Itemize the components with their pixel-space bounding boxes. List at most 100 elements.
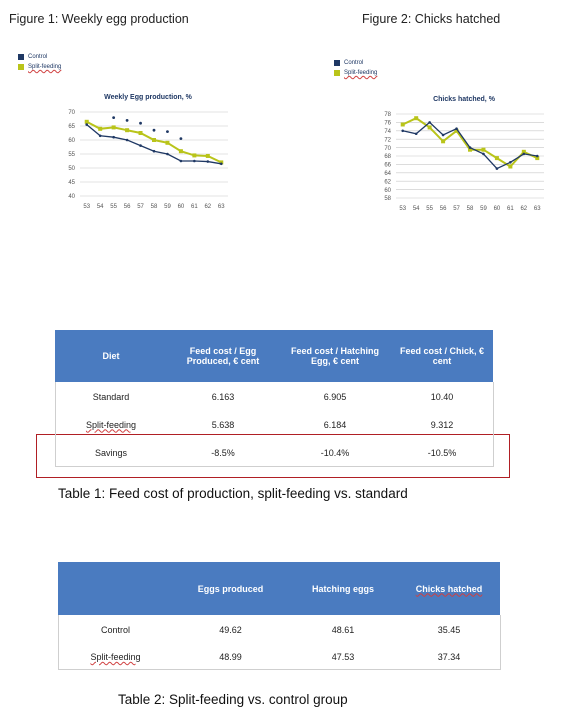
legend2-control-swatch (334, 60, 340, 66)
chick-chart-control-point (401, 129, 405, 133)
chick-chart-y-tick-label: 58 (384, 196, 391, 202)
table1-cell: -8.5% (167, 438, 279, 467)
egg-chart-control-point (179, 159, 183, 163)
figure2-caption: Figure 2: Chicks hatched (362, 12, 501, 26)
chick-chart-y-tick-label: 68 (384, 154, 391, 160)
table2-cell: 37.34 (398, 644, 500, 670)
chick-chart-x-tick-label: 60 (494, 206, 501, 212)
chick-chart-split-feeding-point (508, 164, 513, 169)
chick-chart-control-point (522, 152, 526, 156)
chick-chart-split-feeding-point (468, 147, 472, 152)
egg-chart-y-tick-label: 45 (68, 180, 75, 186)
chick-chart-control-point (468, 146, 472, 149)
egg-chart-y-tick-label: 50 (68, 166, 75, 172)
table1-header-chick: Feed cost / Chick, € cent (391, 330, 493, 382)
chick-chart-control-point (455, 127, 458, 130)
table1-cell: 6.163 (167, 382, 279, 411)
table1-header-row: Diet Feed cost / Egg Produced, € cent Fe… (55, 330, 493, 382)
table2-cell: Split-feeding (58, 644, 173, 670)
table2-header-eggs: Eggs produced (173, 562, 288, 615)
table-row: Control 49.62 48.61 35.45 (58, 615, 500, 644)
chick-chart-split-feeding-point (521, 149, 526, 154)
chick-chart-y-tick-label: 72 (384, 137, 391, 143)
chick-chart-x-tick-label: 55 (426, 206, 433, 212)
legend2-split-label: Split-feeding (344, 70, 378, 76)
chick-chart-x-tick-label: 53 (399, 206, 406, 212)
chick-chart-control-point (509, 161, 512, 164)
egg-chart-dot (179, 137, 183, 140)
chick-chart-x-tick-label: 56 (440, 206, 447, 212)
table2-cell: 48.61 (288, 615, 398, 644)
chick-chart-y-tick-label: 76 (384, 121, 391, 127)
table-row: Split-feeding 48.99 47.53 37.34 (58, 644, 500, 670)
table2-cell: 49.62 (173, 615, 288, 644)
table1-header-diet: Diet (55, 330, 167, 382)
egg-chart-x-tick-label: 58 (151, 204, 158, 210)
egg-chart-x-tick-label: 53 (83, 204, 90, 210)
egg-chart-x-tick-label: 59 (164, 204, 171, 210)
chick-chart-y-tick-label: 66 (384, 163, 391, 169)
legend1-control-label: Control (28, 54, 48, 60)
egg-chart-split-feeding-point (165, 140, 170, 145)
chick-chart-split-feeding-point (494, 156, 499, 161)
table2-cell: 47.53 (288, 644, 398, 670)
egg-chart-split-feeding-point (84, 119, 89, 124)
chick-chart-x-tick-label: 63 (534, 206, 541, 212)
chicks-hatched-chart: Chicks hatched, % 58 60 62 64 66 68 70 72 74 76 78 5… (384, 96, 544, 212)
table1-caption: Table 1: Feed cost of production, split-… (58, 486, 408, 501)
egg-chart-y-tick-label: 65 (68, 124, 75, 130)
table1-header-egg: Feed cost / Egg Produced, € cent (167, 330, 279, 382)
egg-chart-split-feeding-point (98, 126, 103, 131)
table1-cell: 5.638 (167, 411, 279, 438)
chick-chart-x-tick-label: 57 (453, 206, 460, 212)
egg-chart-control-point (98, 134, 102, 138)
egg-chart-dot (139, 121, 142, 125)
legend1-split-label: Split-feeding (28, 64, 62, 70)
chick-chart-y-tick-label: 64 (384, 171, 391, 177)
split-feeding-table: Eggs produced Hatching eggs Chicks hatch… (58, 562, 500, 670)
egg-chart-y-tick-label: 70 (68, 110, 75, 116)
chick-chart-y-tick-label: 62 (384, 179, 391, 185)
table2-header-row: Eggs produced Hatching eggs Chicks hatch… (58, 562, 500, 615)
chick-chart-control-point (414, 132, 418, 136)
egg-chart-control-point (193, 159, 196, 163)
chick-chart-split-feeding-point (400, 122, 405, 127)
table2-header-hatching: Hatching eggs (288, 562, 398, 615)
egg-chart-dot (166, 130, 169, 133)
egg-chart-split-feeding-point (192, 153, 197, 158)
egg-production-chart: Weekly Egg production, % 40 45 50 55 60 65 70 53… (68, 94, 228, 210)
legend1-split: Split-feeding (18, 64, 61, 70)
table2-cell: 35.45 (398, 615, 500, 644)
egg-chart-x-tick-label: 63 (218, 204, 225, 210)
chick-chart-x-tick-label: 61 (507, 206, 514, 212)
table1-header-hatching: Feed cost / Hatching Egg, € cent (279, 330, 391, 382)
chick-chart-series-line-split-feeding (402, 117, 538, 168)
chick-chart-split-feeding-point (454, 128, 459, 133)
table2-header-chicks: Chicks hatched (398, 562, 500, 615)
egg-chart-y-tick-label: 55 (68, 152, 75, 158)
legend1-control: Control (18, 54, 47, 60)
egg-chart-control-point (219, 162, 223, 166)
table1-cell: -10.4% (279, 438, 391, 467)
chick-chart-x-tick-label: 62 (520, 206, 527, 212)
egg-chart-control-point (112, 135, 115, 139)
chick-chart-split-feeding-point (414, 116, 419, 121)
egg-chart-control-point (125, 138, 129, 142)
chick-chart-split-feeding-point (441, 139, 446, 144)
chick-chart-control-point (535, 154, 539, 158)
table2-header-blank (58, 562, 173, 615)
table1-cell: 6.905 (279, 382, 391, 411)
table2-caption: Table 2: Split-feeding vs. control group (118, 692, 348, 707)
chick-chart-control-point (428, 121, 431, 124)
egg-chart-control-point (139, 144, 142, 147)
table-row: Split-feeding 5.638 6.184 9.312 (55, 411, 493, 438)
table-row: Standard 6.163 6.905 10.40 (55, 382, 493, 411)
chick-chart-y-tick-label: 78 (384, 112, 391, 118)
table2-cell: 48.99 (173, 644, 288, 670)
egg-chart-split-feeding-point (205, 153, 210, 158)
egg-chart-dot (152, 128, 156, 132)
egg-chart-split-feeding-point (138, 131, 143, 135)
table1-cell: Split-feeding (55, 411, 167, 438)
egg-chart-control-point (206, 160, 210, 163)
egg-chart-x-tick-label: 57 (137, 204, 144, 210)
